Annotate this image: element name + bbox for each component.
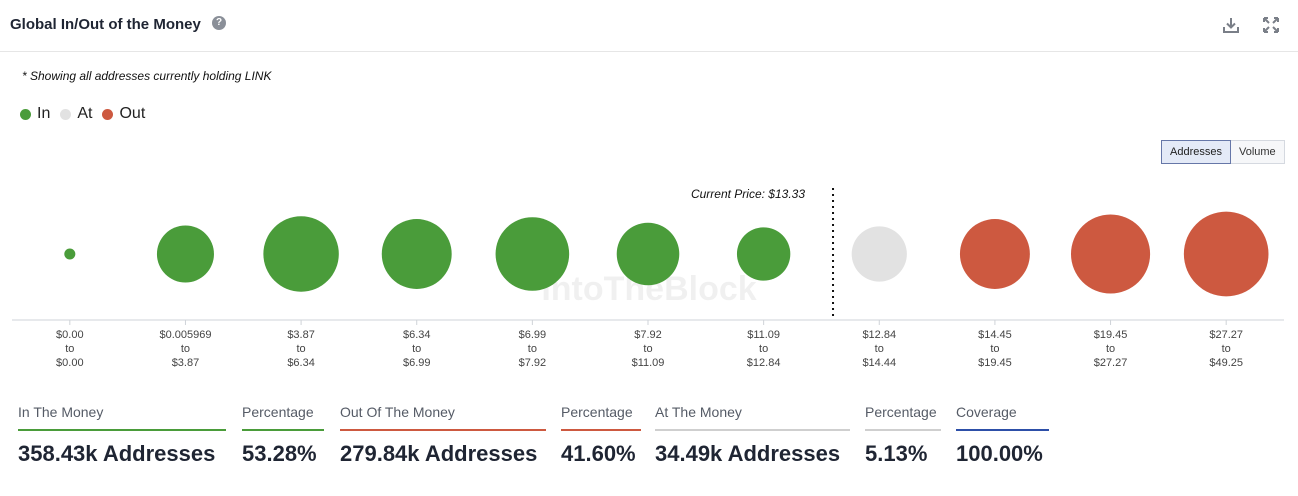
stat-at-the-money: At The Money 34.49k Addresses: [655, 404, 850, 467]
x-tick-label: $7.92: [634, 329, 662, 341]
x-tick-label: $49.25: [1209, 357, 1243, 369]
x-tick-label: $0.005969: [159, 329, 211, 341]
x-tick-label: $11.09: [632, 357, 665, 369]
stat-underline: [655, 429, 850, 431]
widget-header: Global In/Out of the Money ?: [0, 0, 1298, 52]
stat-out-percentage: Percentage 41.60%: [561, 404, 641, 467]
bubble-in[interactable]: [156, 225, 214, 283]
x-tick-label: $19.45: [978, 357, 1012, 369]
x-tick-label: $19.45: [1094, 329, 1128, 341]
bubble-out[interactable]: [1183, 211, 1269, 297]
legend-item-out[interactable]: Out: [102, 105, 145, 123]
bubble-out[interactable]: [959, 219, 1030, 289]
stat-label: Percentage: [865, 404, 937, 420]
legend-dot-at-icon: [60, 108, 72, 120]
x-tick-label: to: [643, 343, 652, 355]
x-tick-label: to: [1106, 343, 1115, 355]
stat-underline: [956, 429, 1049, 431]
help-icon[interactable]: ?: [212, 16, 226, 30]
x-tick-label: to: [1222, 343, 1231, 355]
page-title: Global In/Out of the Money: [10, 16, 201, 33]
metric-toggle: Addresses Volume: [1161, 140, 1285, 164]
x-tick-label: $7.92: [519, 357, 547, 369]
stat-value: 41.60%: [561, 441, 636, 466]
x-tick-label: $14.44: [862, 357, 896, 369]
x-tick-label: to: [181, 343, 190, 355]
stat-out-of-the-money: Out Of The Money 279.84k Addresses: [340, 404, 546, 467]
bubble-in[interactable]: [495, 217, 570, 291]
stat-at-percentage: Percentage 5.13%: [865, 404, 941, 467]
download-icon[interactable]: [1222, 16, 1240, 34]
x-tick-label: to: [296, 343, 305, 355]
x-tick-label: $27.27: [1094, 357, 1128, 369]
x-tick-label: $11.09: [747, 329, 780, 341]
bubble-in[interactable]: [616, 222, 680, 286]
stat-value: 34.49k Addresses: [655, 441, 841, 466]
stat-value: 5.13%: [865, 441, 928, 466]
legend-dot-in-icon: [20, 108, 31, 120]
legend-item-at[interactable]: At: [60, 105, 92, 123]
legend-dot-out-icon: [102, 108, 114, 120]
bubble-at[interactable]: [851, 226, 907, 282]
stat-coverage: Coverage 100.00%: [956, 404, 1049, 467]
stat-label: Percentage: [561, 404, 633, 420]
x-tick-label: $3.87: [172, 357, 200, 369]
x-tick-label: $12.84: [862, 329, 896, 341]
stat-underline: [242, 429, 324, 431]
stat-label: Coverage: [956, 404, 1017, 420]
x-tick-label: $0.00: [56, 329, 84, 341]
bubble-in[interactable]: [263, 216, 339, 292]
stat-label: Out Of The Money: [340, 404, 455, 420]
stat-underline: [340, 429, 546, 431]
stat-label: In The Money: [18, 404, 104, 420]
stat-in-percentage: Percentage 53.28%: [242, 404, 324, 467]
x-tick-label: $6.34: [287, 357, 315, 369]
stat-label: Percentage: [242, 404, 314, 420]
toggle-volume-button[interactable]: Volume: [1230, 140, 1285, 164]
x-tick-label: $12.84: [747, 357, 781, 369]
stat-in-the-money: In The Money 358.43k Addresses: [18, 404, 226, 467]
expand-icon[interactable]: [1262, 16, 1280, 34]
bubble-out[interactable]: [1070, 214, 1151, 294]
stat-value: 53.28%: [242, 441, 317, 466]
stat-underline: [18, 429, 226, 431]
legend-item-in[interactable]: In: [20, 105, 50, 123]
x-tick-label: to: [65, 343, 74, 355]
holding-note: * Showing all addresses currently holdin…: [22, 69, 272, 83]
x-tick-label: to: [990, 343, 999, 355]
x-tick-label: $14.45: [978, 329, 1012, 341]
legend-label-out: Out: [119, 105, 146, 122]
stat-underline: [561, 429, 641, 431]
stat-value: 358.43k Addresses: [18, 441, 216, 466]
x-tick-label: $6.99: [403, 357, 431, 369]
x-tick-label: to: [528, 343, 537, 355]
bubble-chart: IntoTheBlock$0.00to$0.00$0.005969to$3.87…: [12, 187, 1284, 369]
stat-value: 100.00%: [956, 441, 1043, 466]
stat-value: 279.84k Addresses: [340, 441, 538, 466]
x-tick-label: to: [759, 343, 768, 355]
x-tick-label: to: [412, 343, 421, 355]
legend-label-at: At: [77, 105, 93, 122]
x-tick-label: $6.34: [403, 329, 431, 341]
current-price-label: Current Price: $13.33: [691, 187, 805, 201]
bubble-in[interactable]: [64, 248, 76, 260]
legend-label-in: In: [37, 105, 51, 122]
x-tick-label: $0.00: [56, 357, 84, 369]
stat-label: At The Money: [655, 404, 742, 420]
x-tick-label: $27.27: [1209, 329, 1243, 341]
chart-legend: In At Out: [20, 105, 155, 123]
x-tick-label: $6.99: [519, 329, 547, 341]
stat-underline: [865, 429, 941, 431]
bubble-in[interactable]: [736, 227, 791, 281]
x-tick-label: to: [875, 343, 884, 355]
bubble-in[interactable]: [381, 219, 452, 289]
toggle-addresses-button[interactable]: Addresses: [1161, 140, 1231, 164]
x-tick-label: $3.87: [287, 329, 315, 341]
